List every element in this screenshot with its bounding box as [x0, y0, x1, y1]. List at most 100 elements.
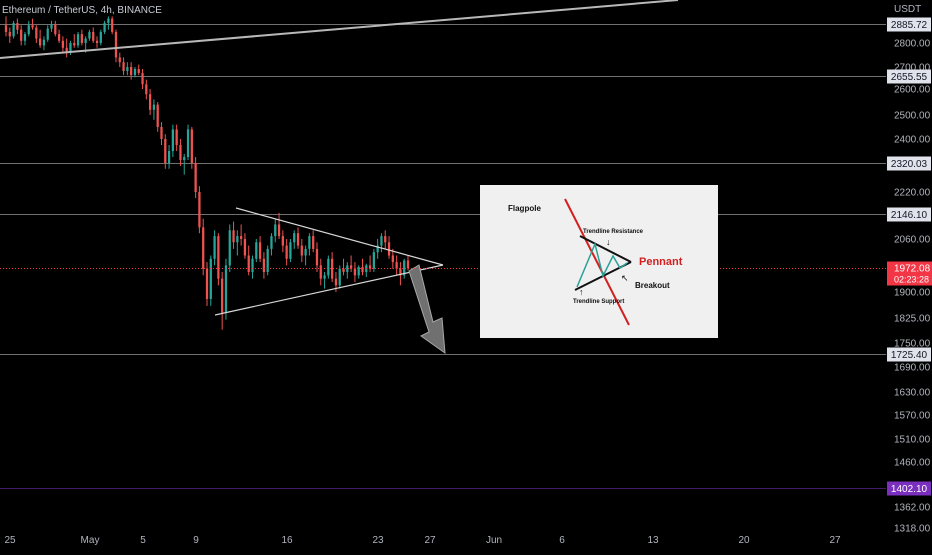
- candle-body: [88, 31, 91, 39]
- candle-body: [285, 245, 288, 259]
- candle: [399, 262, 402, 286]
- candle-body: [262, 258, 266, 273]
- pennant-lower-trendline[interactable]: [214, 264, 444, 316]
- candle: [76, 31, 80, 48]
- breakdown-arrow[interactable]: [408, 264, 446, 355]
- candle: [258, 236, 262, 263]
- candle-body: [16, 23, 19, 30]
- candle-body: [304, 248, 307, 256]
- currency-label: USDT: [894, 4, 921, 15]
- candle: [296, 227, 300, 249]
- candle-body: [12, 23, 15, 37]
- candle: [262, 252, 266, 279]
- candle: [266, 245, 269, 276]
- candle-body: [372, 252, 376, 269]
- candle-body: [217, 236, 220, 279]
- time-axis[interactable]: 25 May 5 9 16 23 27 Jun 6 13 20 27: [4, 535, 841, 546]
- time-tick-0: 25: [4, 535, 16, 546]
- candle-body: [126, 67, 129, 72]
- candle-body: [289, 242, 292, 259]
- candle-body: [312, 236, 315, 249]
- candle: [243, 233, 247, 259]
- candle: [281, 230, 284, 253]
- candle: [23, 31, 27, 46]
- time-tick-4: 16: [281, 535, 293, 546]
- candle-body: [50, 24, 53, 29]
- candle: [232, 221, 235, 249]
- pennant-upper-trendline[interactable]: [235, 207, 444, 266]
- candle-body: [209, 258, 212, 299]
- candle-body: [160, 127, 163, 139]
- candle: [221, 272, 224, 330]
- candle-body: [156, 104, 159, 127]
- price-tick-10: 1690.00: [894, 363, 931, 374]
- candle: [171, 124, 175, 158]
- candle-body: [107, 18, 110, 24]
- candle: [198, 186, 201, 234]
- candle-body: [391, 255, 394, 263]
- price-tick-8: 1825.00: [894, 314, 931, 325]
- candle: [95, 36, 99, 48]
- candle-body: [38, 38, 42, 46]
- candle-body: [118, 57, 121, 63]
- price-tick-9: 1750.00: [894, 339, 931, 350]
- candle: [368, 255, 372, 273]
- candle: [209, 255, 212, 306]
- time-tick-8: 6: [559, 535, 565, 546]
- level-badge-5: 1402.10: [891, 484, 928, 495]
- symbol-legend[interactable]: Ethereum / TetherUS, 4h, BINANCE: [2, 5, 162, 16]
- candle-body: [266, 248, 269, 273]
- candle-body: [236, 236, 239, 243]
- candle-body: [395, 262, 398, 269]
- candle-body: [111, 18, 114, 32]
- candle: [202, 218, 205, 276]
- candle-body: [361, 267, 364, 273]
- candle-body: [224, 265, 228, 313]
- candle-body: [171, 129, 175, 152]
- price-tick-11: 1630.00: [894, 388, 931, 399]
- time-axis-background: [0, 530, 886, 550]
- candle-body: [334, 278, 338, 286]
- candle-body: [376, 245, 379, 253]
- candle-body: [213, 236, 216, 259]
- candle-body: [27, 25, 30, 35]
- level-badge-4: 1725.40: [891, 350, 928, 361]
- ascending-trendline[interactable]: [0, 0, 679, 59]
- candle: [205, 262, 209, 306]
- candle: [179, 139, 182, 166]
- candle-body: [54, 24, 57, 35]
- candle: [217, 233, 220, 286]
- candle: [319, 258, 322, 286]
- candle-body: [179, 145, 182, 161]
- candle: [111, 16, 114, 35]
- candle-body: [342, 268, 345, 273]
- level-badge-0: 2885.72: [891, 20, 928, 31]
- candle: [255, 239, 258, 263]
- candle-body: [114, 31, 118, 58]
- candle-body: [205, 268, 209, 299]
- candle-body: [368, 265, 372, 269]
- candle: [118, 52, 121, 67]
- candle: [346, 262, 349, 279]
- candle-body: [349, 265, 353, 269]
- price-tick-14: 1460.00: [894, 458, 931, 469]
- price-axis[interactable]: 2800.00 2700.00 2600.00 2500.00 2400.00 2220.…: [894, 39, 931, 535]
- candle: [92, 27, 95, 43]
- candle: [126, 62, 129, 76]
- candle-body: [92, 31, 95, 41]
- price-tick-12: 1570.00: [894, 411, 931, 422]
- candle: [186, 124, 190, 161]
- price-tick-0: 2800.00: [894, 39, 931, 50]
- level-badge-bg-2: [887, 156, 931, 171]
- last-price-countdown: 02:23:28: [894, 275, 929, 285]
- candle-body: [186, 129, 190, 158]
- candle: [65, 38, 68, 58]
- level-badge-1: 2655.55: [891, 72, 928, 83]
- candle-body: [141, 73, 144, 85]
- candle: [194, 157, 197, 198]
- candle: [387, 236, 391, 259]
- candle: [175, 124, 178, 152]
- candle: [251, 255, 254, 279]
